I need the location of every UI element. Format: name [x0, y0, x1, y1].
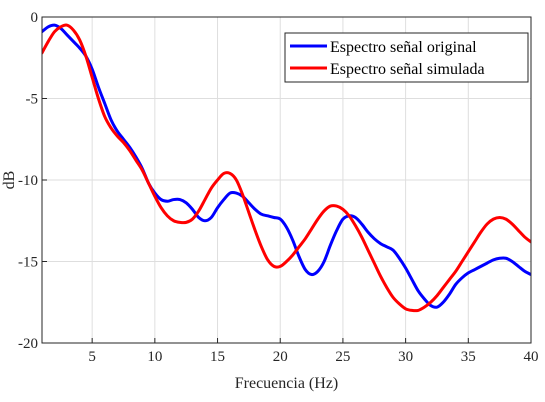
legend-label-simulada: Espectro señal simulada — [330, 61, 485, 78]
y-axis-title: dB — [1, 171, 18, 190]
series-layer — [42, 23, 531, 313]
x-tick-label: 10 — [147, 349, 162, 365]
x-tick-label: 25 — [335, 349, 350, 365]
y-tick-label: -15 — [18, 255, 38, 271]
series-line-1 — [42, 23, 531, 313]
x-tick-label: 15 — [210, 349, 225, 365]
series-line-0 — [42, 23, 531, 309]
legend-box — [284, 32, 529, 83]
legend-label-original: Espectro señal original — [330, 39, 477, 56]
y-tick-label: -5 — [26, 92, 39, 108]
tick-layer: 5 10 15 20 25 30 35 40 0 -5 -10 -15 -20 — [18, 10, 539, 365]
x-tick-label: 20 — [273, 349, 288, 365]
y-tick-label: -20 — [18, 336, 38, 352]
x-axis-title: Frecuencia (Hz) — [235, 375, 339, 392]
x-tick-label: 35 — [461, 349, 476, 365]
x-tick-label: 30 — [398, 349, 413, 365]
y-tick-label: 0 — [31, 10, 39, 26]
y-tick-label: -10 — [18, 173, 38, 189]
legend: Espectro señal original Espectro señal s… — [284, 32, 529, 83]
x-tick-label: 5 — [88, 349, 96, 365]
x-tick-label: 40 — [524, 349, 539, 365]
